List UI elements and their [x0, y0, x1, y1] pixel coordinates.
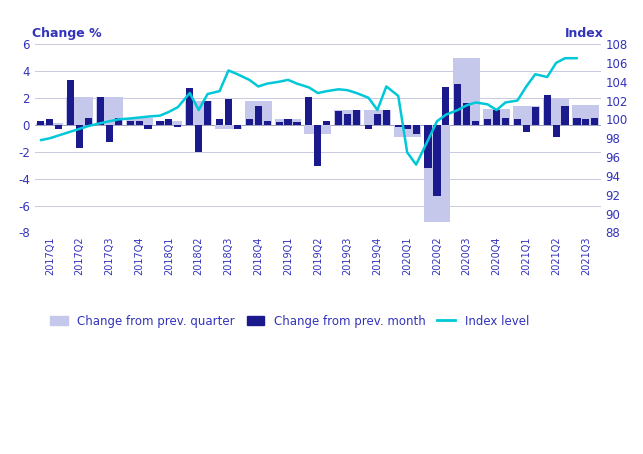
Bar: [284, 119, 292, 125]
Bar: [234, 125, 241, 129]
Bar: [174, 125, 181, 128]
Bar: [552, 125, 559, 137]
Text: Index: Index: [565, 27, 604, 40]
Bar: [276, 122, 283, 125]
Bar: [185, 101, 212, 125]
Bar: [572, 104, 599, 125]
Bar: [156, 121, 163, 125]
Bar: [364, 110, 391, 125]
Bar: [523, 125, 530, 132]
Bar: [323, 121, 331, 125]
Bar: [126, 118, 152, 125]
Bar: [394, 125, 421, 137]
Bar: [105, 125, 113, 142]
Bar: [543, 98, 570, 125]
Bar: [127, 121, 134, 125]
Bar: [513, 106, 539, 125]
Bar: [37, 123, 63, 125]
Bar: [275, 119, 302, 125]
Bar: [216, 119, 223, 125]
Bar: [55, 125, 62, 129]
Bar: [334, 110, 361, 125]
Bar: [264, 121, 271, 125]
Bar: [583, 119, 590, 125]
Bar: [344, 114, 351, 125]
Bar: [532, 107, 539, 125]
Bar: [543, 95, 550, 125]
Bar: [37, 121, 44, 125]
Bar: [186, 89, 194, 125]
Bar: [85, 118, 92, 125]
Bar: [413, 125, 420, 134]
Bar: [472, 121, 479, 125]
Bar: [66, 97, 93, 125]
Bar: [215, 125, 242, 129]
Bar: [156, 121, 183, 125]
Bar: [353, 110, 360, 125]
Bar: [502, 118, 509, 125]
Bar: [114, 118, 122, 125]
Bar: [335, 111, 342, 125]
Bar: [442, 87, 449, 125]
Bar: [314, 125, 322, 167]
Bar: [433, 125, 440, 196]
Bar: [67, 80, 74, 125]
Bar: [225, 99, 232, 125]
Bar: [245, 101, 271, 125]
Bar: [424, 125, 450, 222]
Bar: [374, 114, 381, 125]
Bar: [484, 119, 491, 125]
Bar: [424, 125, 431, 168]
Bar: [383, 110, 390, 125]
Bar: [46, 119, 53, 125]
Bar: [76, 125, 83, 148]
Bar: [97, 97, 104, 125]
Bar: [493, 110, 500, 125]
Bar: [204, 101, 211, 125]
Bar: [395, 125, 402, 128]
Legend: Change from prev. quarter, Change from prev. month, Index level: Change from prev. quarter, Change from p…: [46, 310, 534, 332]
Bar: [165, 119, 172, 125]
Bar: [463, 103, 470, 125]
Bar: [136, 121, 143, 125]
Bar: [195, 125, 203, 152]
Bar: [574, 118, 581, 125]
Bar: [591, 118, 599, 125]
Bar: [293, 122, 300, 125]
Bar: [365, 125, 372, 129]
Bar: [454, 84, 462, 125]
Bar: [561, 106, 568, 125]
Bar: [304, 125, 331, 134]
Text: Change %: Change %: [32, 27, 102, 40]
Bar: [404, 125, 411, 129]
Bar: [514, 119, 521, 125]
Bar: [246, 119, 253, 125]
Bar: [483, 109, 510, 125]
Bar: [305, 97, 312, 125]
Bar: [145, 125, 152, 129]
Bar: [255, 106, 262, 125]
Bar: [453, 58, 480, 125]
Bar: [96, 97, 123, 125]
